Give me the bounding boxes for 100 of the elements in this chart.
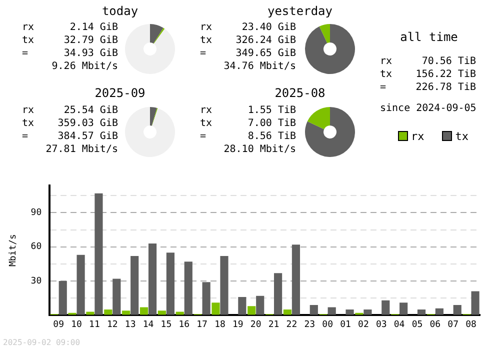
text: rx	[380, 55, 394, 68]
text: tx	[200, 34, 214, 47]
chart-title: 2025-08	[274, 86, 326, 100]
bar	[238, 296, 246, 315]
bar	[94, 193, 103, 315]
x-tick-label: 19	[232, 320, 244, 330]
text: tx	[22, 34, 36, 47]
bar	[158, 310, 166, 315]
legend-label: tx	[454, 130, 468, 143]
x-tick-label: 08	[466, 320, 476, 330]
bar	[212, 302, 220, 315]
bar	[112, 278, 121, 315]
x-tick-label: 18	[214, 320, 226, 330]
text: tx	[22, 117, 36, 130]
bar	[283, 310, 292, 315]
bar	[453, 304, 462, 315]
x-tick-label: 17	[196, 320, 208, 330]
x-tick-label: 10	[71, 320, 82, 330]
x-tick-label: 06	[430, 320, 441, 330]
text: 32.79 GiB	[62, 34, 118, 47]
text: rx	[22, 21, 36, 34]
bar	[400, 302, 408, 315]
legend-label: rx	[410, 130, 424, 143]
bar	[256, 296, 264, 315]
x-tick-label: 09	[53, 320, 64, 330]
x-tick-label: 15	[160, 320, 172, 330]
x-tick-label: 01	[340, 320, 351, 330]
text: since 2024-09-05	[380, 102, 476, 115]
bar	[58, 281, 67, 315]
x-tick-label: 04	[394, 320, 405, 330]
text: 349.65 GiB	[234, 47, 296, 60]
x-tick-label: 20	[250, 320, 262, 330]
bar	[346, 310, 354, 315]
x-tick-label: 14	[142, 320, 154, 330]
bar	[364, 310, 372, 315]
bar	[104, 310, 112, 315]
chart-title: 2025-09	[94, 86, 146, 100]
y-tick-label: 60	[30, 242, 42, 252]
text: 34.76 Mbit/s	[222, 60, 296, 73]
bar	[382, 300, 390, 315]
bar	[122, 310, 130, 315]
x-tick-label: 22	[286, 320, 298, 330]
bar	[220, 256, 228, 315]
x-tick-label: 11	[89, 320, 100, 330]
bar	[130, 256, 139, 315]
text: rx	[200, 21, 214, 34]
text: 1.55 TiB	[246, 104, 296, 117]
y-tick-label: 90	[30, 208, 42, 218]
text: =	[200, 130, 208, 143]
bar	[292, 244, 300, 315]
x-tick-label: 16	[178, 320, 190, 330]
bar	[140, 307, 148, 315]
text: =	[200, 47, 208, 60]
bar	[148, 243, 157, 315]
text: rx	[200, 104, 214, 117]
text: 25.54 GiB	[62, 104, 118, 117]
text: 70.56 TiB	[420, 55, 476, 68]
x-tick-label: 05	[412, 320, 423, 330]
bar	[274, 273, 282, 315]
bar	[417, 310, 426, 315]
text: 326.24 GiB	[234, 34, 296, 47]
x-tick-label: 02	[358, 320, 369, 330]
x-tick-label: 21	[268, 320, 280, 330]
x-tick-label: 03	[376, 320, 387, 330]
bar	[435, 308, 444, 315]
x-tick-label: 13	[124, 320, 136, 330]
text: 359.03 GiB	[56, 117, 118, 130]
text: 2.14 GiB	[68, 21, 118, 34]
bar	[328, 307, 336, 315]
text: tx	[200, 117, 214, 130]
x-tick-label: 07	[448, 320, 459, 330]
chart-title: today	[100, 4, 140, 18]
text: all time	[399, 30, 459, 44]
text: 384.57 GiB	[56, 130, 118, 143]
text: 8.56 TiB	[246, 130, 296, 143]
bar	[471, 291, 480, 315]
y-axis-title: Mbit/s	[8, 234, 19, 267]
text: 34.93 GiB	[62, 47, 118, 60]
text: 226.78 TiB	[414, 81, 476, 94]
text: =	[22, 130, 30, 143]
x-tick-label: 00	[322, 320, 333, 330]
bar	[202, 282, 210, 315]
x-tick-label: 23	[304, 320, 316, 330]
chart-title: yesterday	[266, 4, 334, 18]
bar	[166, 252, 174, 315]
text: 9.26 Mbit/s	[50, 60, 118, 73]
text: =	[380, 81, 388, 94]
bar	[76, 254, 85, 315]
y-tick-label: 30	[30, 276, 42, 286]
text: 27.81 Mbit/s	[44, 143, 118, 156]
text: 28.10 Mbit/s	[222, 143, 296, 156]
bar	[86, 312, 94, 315]
text: =	[22, 47, 30, 60]
text: rx	[22, 104, 36, 117]
bar	[248, 306, 256, 315]
text: 156.22 TiB	[414, 68, 476, 81]
text: 7.00 TiB	[246, 117, 296, 130]
bar	[310, 304, 318, 315]
bar	[184, 262, 192, 315]
x-tick-label: 12	[106, 320, 118, 330]
